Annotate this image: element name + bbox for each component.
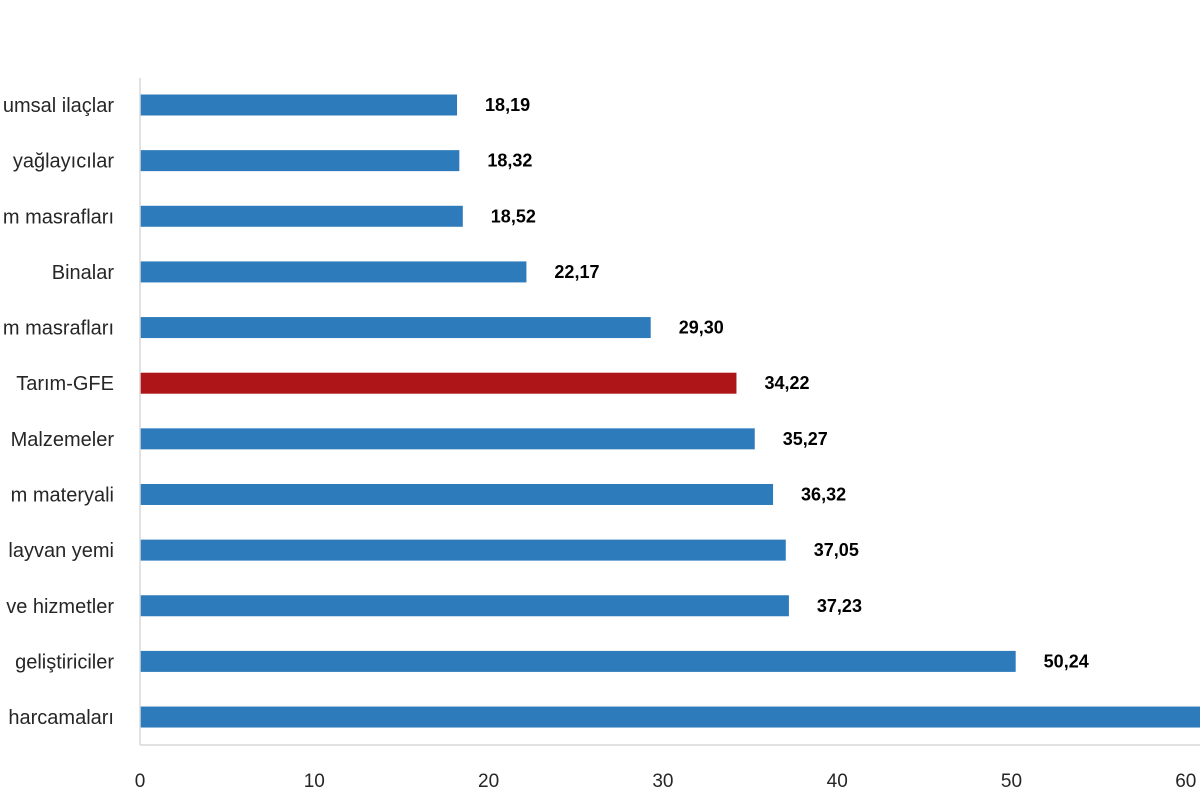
axis-layer: 0 10 20 30 40 50 60 (135, 78, 1200, 792)
x-tick-label: 50 (1001, 771, 1022, 792)
bar-2 (140, 205, 463, 227)
category-label: yağlayıcılar (13, 151, 114, 173)
value-label: 18,19 (485, 95, 530, 115)
category-label: m materyali (11, 484, 114, 506)
x-tick-label: 20 (478, 771, 499, 792)
x-tick-label: 0 (135, 771, 146, 792)
x-tick-label: 40 (827, 771, 848, 792)
category-label: m masrafları (3, 318, 114, 340)
category-label: umsal ilaçlar (3, 95, 114, 117)
value-label: 18,52 (491, 206, 536, 226)
bar-4 (140, 317, 651, 339)
value-label: 50,24 (1044, 651, 1089, 671)
category-label: Tarım-GFE (16, 373, 114, 395)
bar-3 (140, 261, 527, 283)
value-label: 35,27 (783, 429, 828, 449)
category-label: ve hizmetler (6, 596, 114, 618)
x-tick-label: 10 (304, 771, 325, 792)
bar-8 (140, 539, 786, 561)
category-label: geliştiriciler (15, 651, 114, 673)
category-label: Binalar (52, 262, 115, 284)
value-label: 37,05 (814, 540, 859, 560)
value-label: 37,23 (817, 596, 862, 616)
category-label: harcamaları (8, 707, 114, 729)
category-label: m masrafları (3, 206, 114, 228)
bar-9 (140, 595, 789, 617)
value-label: 36,32 (801, 484, 846, 504)
x-tick-label: 30 (652, 771, 673, 792)
value-label: 29,30 (679, 318, 724, 338)
value-label: 18,32 (487, 151, 532, 171)
value-label: 22,17 (554, 262, 599, 282)
bar-1 (140, 150, 460, 172)
bar-0 (140, 94, 458, 116)
bar-11 (140, 706, 1200, 728)
category-label: Malzemeler (11, 429, 115, 451)
bar-7 (140, 483, 774, 505)
value-label: 34,22 (764, 373, 809, 393)
bars-layer (140, 94, 1200, 728)
x-tick-label: 60 (1175, 771, 1196, 792)
bar-10 (140, 650, 1016, 672)
labels-layer: umsal ilaçlar 18,19 yağlayıcılar 18,32 m mas… (3, 95, 1089, 729)
bar-6 (140, 428, 755, 450)
category-label: layvan yemi (8, 540, 114, 562)
bar-5 (140, 372, 737, 394)
